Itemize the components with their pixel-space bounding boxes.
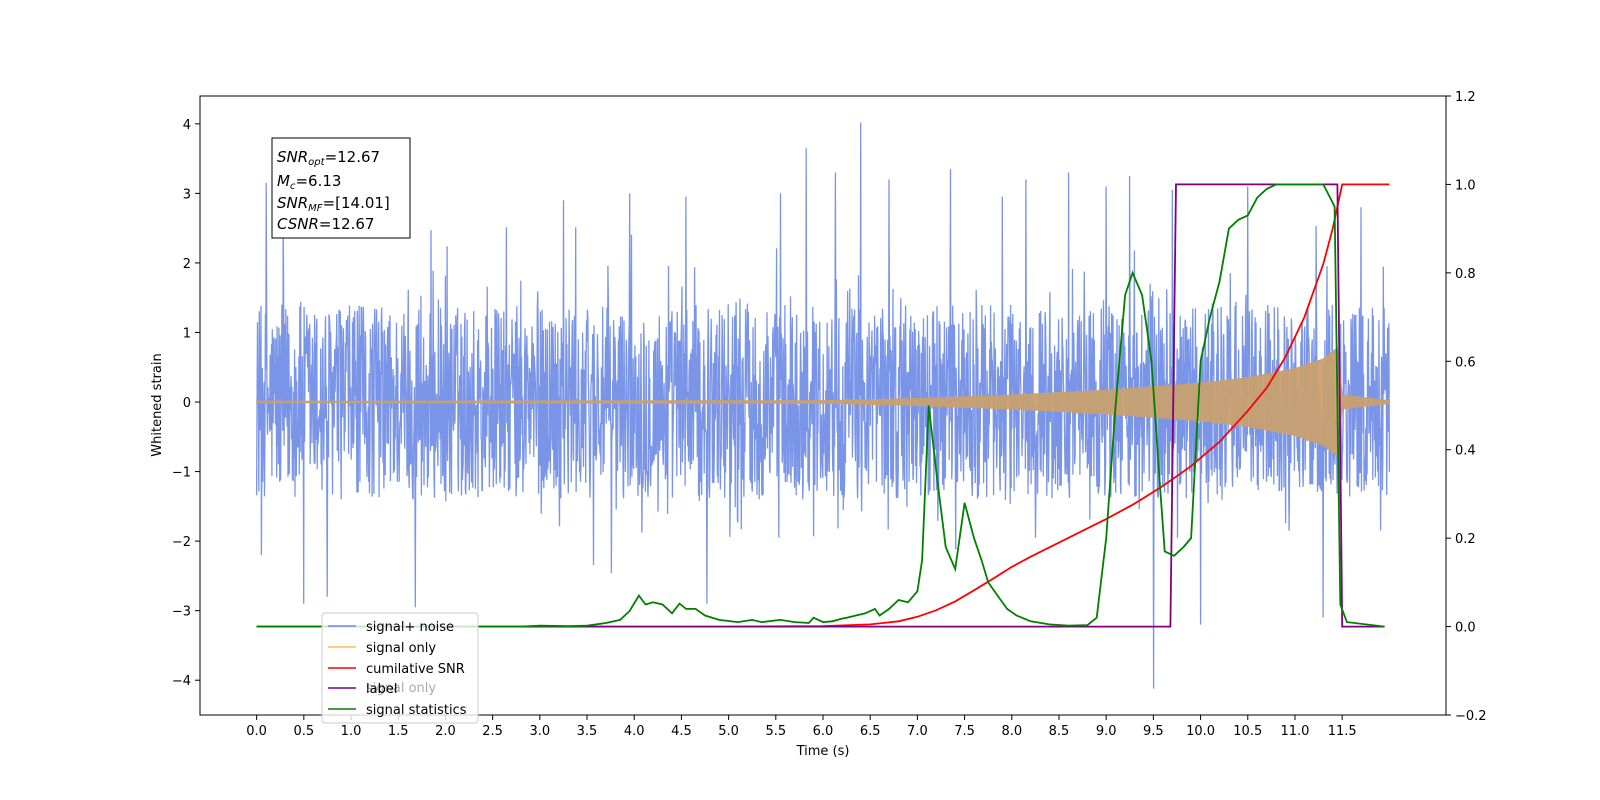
axes: 0.0 0.5 1.0 1.5 2.0 2.5 3.0 3.5 4.0 4.5 5.0 5.5 6.0 6… [172, 90, 1487, 739]
legend-label-signal-noise: signal+ noise [366, 620, 454, 635]
x-tick-label: 1.5 [388, 724, 409, 739]
x-tick-label: 10.0 [1186, 724, 1215, 739]
x-tick-label: 1.0 [341, 724, 362, 739]
y2-tick-label: 0.6 [1455, 355, 1476, 370]
legend-label-signal-only: signal only [366, 641, 436, 656]
y2-tick-label: 0.2 [1455, 532, 1476, 547]
x-tick-label: 11.0 [1280, 724, 1309, 739]
x-tick-label: 8.0 [1001, 724, 1022, 739]
series-signal-only [256, 346, 1390, 458]
y-tick-label: 0 [183, 396, 191, 411]
x-axis-label: Time (s) [796, 744, 850, 759]
series-signal-statistics [256, 183, 1385, 628]
series-label [256, 183, 1385, 628]
series-signal-noise [255, 122, 1391, 689]
x-tick-label: 8.5 [1049, 724, 1070, 739]
y2-tick-label: 0.0 [1455, 621, 1476, 636]
plot-area [255, 122, 1391, 689]
y-tick-label: 4 [183, 118, 191, 133]
y-tick-label: −4 [172, 674, 191, 689]
x-tick-label: 6.0 [813, 724, 834, 739]
x-tick-label: 9.0 [1096, 724, 1117, 739]
legend: signal only signal+ noise signal only cu… [321, 612, 479, 724]
y2-tick-label: 0.4 [1455, 444, 1476, 459]
y-axis-label: Whitened strain [150, 353, 165, 456]
x-tick-label: 2.0 [435, 724, 456, 739]
y-tick-label: −1 [172, 466, 191, 481]
x-tick-label: 5.5 [765, 724, 786, 739]
x-tick-label: 4.0 [624, 724, 645, 739]
x-tick-label: 3.5 [577, 724, 598, 739]
x-tick-label: 2.5 [482, 724, 503, 739]
y-tick-label: 3 [183, 187, 191, 202]
x-tick-label: 7.5 [954, 724, 975, 739]
legend-hidden-text: signal only [366, 681, 436, 696]
x-tick-label: 0.0 [246, 724, 267, 739]
legend-label-signal-statistics: signal statistics [366, 703, 467, 718]
annotation-line-snr-opt: SNRopt=12.67 [277, 148, 380, 168]
annotation-line-snr-mf: SNRMF=[14.01] [277, 194, 390, 214]
x-tick-label: 5.0 [718, 724, 739, 739]
y2-tick-label: 0.8 [1455, 267, 1476, 282]
y2-tick-label: −0.2 [1455, 709, 1487, 724]
x-tick-label: 11.5 [1328, 724, 1357, 739]
annotation-line-csnr: CSNR=12.67 [277, 215, 374, 233]
x-tick-label: 0.5 [293, 724, 314, 739]
x-tick-label: 4.5 [671, 724, 692, 739]
x-tick-label: 3.0 [529, 724, 550, 739]
series-cumulative-snr [256, 183, 1390, 628]
x-tick-label: 7.0 [907, 724, 928, 739]
y2-tick-label: 1.2 [1455, 90, 1476, 105]
y-tick-label: 1 [183, 326, 191, 341]
legend-label-cumulative-snr: cumilative SNR [366, 662, 465, 677]
legend-label-label: label [366, 682, 397, 697]
y2-tick-label: 1.0 [1455, 178, 1476, 193]
y-tick-label: −3 [172, 605, 191, 620]
annotation-line-mc: Mc=6.13 [277, 172, 341, 192]
annotation-box: SNRopt=12.67 Mc=6.13 SNRMF=[14.01] CSNR=… [271, 137, 411, 239]
x-tick-label: 9.5 [1143, 724, 1164, 739]
x-tick-label: 10.5 [1233, 724, 1262, 739]
y-tick-label: 2 [183, 257, 191, 272]
x-tick-label: 6.5 [860, 724, 881, 739]
legend-box [321, 612, 479, 724]
y-tick-label: −2 [172, 535, 191, 550]
